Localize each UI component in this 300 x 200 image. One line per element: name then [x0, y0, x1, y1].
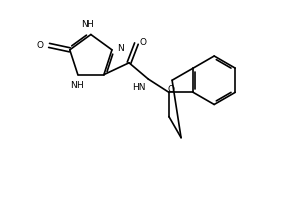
Text: O: O [140, 38, 147, 47]
Text: N: N [70, 81, 77, 90]
Text: H: H [76, 81, 83, 90]
Text: N: N [81, 20, 88, 29]
Text: H: H [86, 20, 93, 29]
Text: N: N [117, 44, 124, 53]
Text: HN: HN [132, 83, 145, 92]
Text: O: O [167, 85, 174, 94]
Text: O: O [37, 41, 44, 50]
